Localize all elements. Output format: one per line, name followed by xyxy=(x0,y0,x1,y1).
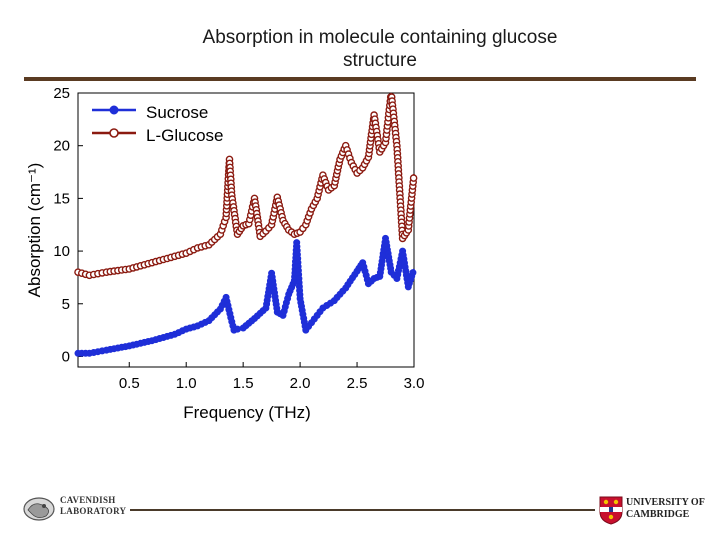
x-tick-label: 1.0 xyxy=(176,375,197,392)
y-tick-label: 15 xyxy=(53,190,70,207)
cambridge-logo: UNIVERSITY OF CAMBRIDGE xyxy=(598,495,716,527)
legend-marker-sucrose xyxy=(109,105,119,115)
legend-marker-glucose xyxy=(109,128,119,138)
cavendish-logo: CAVENDISH LABORATORY xyxy=(22,494,142,526)
y-tick-label: 20 xyxy=(53,138,70,155)
y-tick-label: 5 xyxy=(62,296,70,313)
logo-left-line-1: CAVENDISH xyxy=(60,495,116,505)
logo-left-line-2: LABORATORY xyxy=(60,506,127,516)
plot-frame xyxy=(77,92,415,368)
y-tick-label: 10 xyxy=(53,243,70,260)
legend-label-sucrose: Sucrose xyxy=(146,103,208,122)
data-point-sucrose xyxy=(409,269,417,277)
y-axis-label: Absorption (cm⁻¹) xyxy=(25,163,44,298)
x-tick-label: 1.5 xyxy=(233,375,254,392)
legend: Sucrose L-Glucose xyxy=(92,103,223,145)
x-axis-label: Frequency (THz) xyxy=(183,403,311,422)
title-line-2: structure xyxy=(343,50,417,71)
legend-label-glucose: L-Glucose xyxy=(146,126,223,145)
y-tick-label: 25 xyxy=(53,85,70,102)
title-divider xyxy=(24,77,696,81)
x-tick-label: 2.0 xyxy=(290,375,311,392)
x-axis: 0.5 1.0 1.5 2.0 2.5 3.0 xyxy=(119,362,425,392)
x-tick-label: 0.5 xyxy=(119,375,140,392)
plot-series xyxy=(74,92,418,357)
data-point-sucrose xyxy=(233,325,241,333)
page-title: Absorption in molecule containing glucos… xyxy=(120,26,640,72)
y-axis: 0 5 10 15 20 25 xyxy=(53,85,83,365)
data-point-l-glucose xyxy=(409,174,418,182)
title-line-1: Absorption in molecule containing glucos… xyxy=(202,27,558,48)
x-tick-label: 3.0 xyxy=(404,375,425,392)
y-tick-label: 0 xyxy=(62,348,70,365)
x-tick-label: 2.5 xyxy=(347,375,368,392)
logo-right-line-1: UNIVERSITY OF xyxy=(626,497,705,508)
footer-divider xyxy=(130,509,595,511)
series-line-sucrose xyxy=(78,238,415,355)
series-line-l-glucose xyxy=(77,92,415,277)
cavendish-emblem-icon xyxy=(23,497,55,521)
cambridge-crest-icon xyxy=(599,496,623,525)
logo-right-line-2: CAMBRIDGE xyxy=(626,509,690,520)
